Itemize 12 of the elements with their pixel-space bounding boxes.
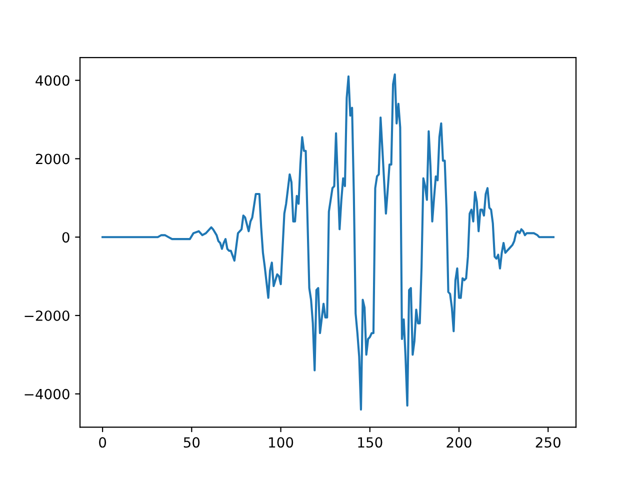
line-series bbox=[102, 73, 554, 411]
y-tick-label: 0 bbox=[62, 232, 70, 243]
x-tick-label: 0 bbox=[99, 437, 106, 448]
y-tick-label: −2000 bbox=[24, 310, 70, 321]
x-tick-label: 250 bbox=[536, 437, 560, 448]
y-tick-label: 4000 bbox=[36, 75, 70, 86]
x-tick-label: 200 bbox=[446, 437, 472, 448]
x-tick-label: 100 bbox=[269, 437, 294, 448]
y-tick-label: 2000 bbox=[36, 154, 70, 164]
x-tick-label: 150 bbox=[358, 437, 382, 448]
x-tick-label: 50 bbox=[184, 437, 200, 448]
y-tick-label: −4000 bbox=[24, 388, 70, 400]
